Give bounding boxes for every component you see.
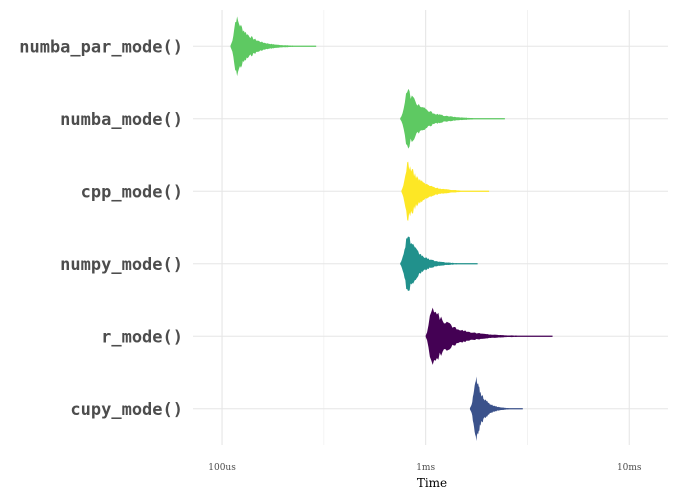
- violin-numpy-mode: [400, 236, 478, 291]
- x-tick-label: 10ms: [617, 463, 642, 473]
- y-tick-label: numpy_mode(): [60, 255, 183, 275]
- x-tick-label: 1ms: [416, 463, 435, 473]
- y-tick-label: r_mode(): [101, 327, 183, 347]
- y-tick-label: cupy_mode(): [70, 400, 183, 420]
- x-tick-label: 100us: [208, 463, 236, 473]
- violin-cpp-mode: [401, 161, 490, 221]
- violin-numba-mode: [400, 88, 505, 149]
- y-tick-label: numba_mode(): [60, 110, 183, 130]
- violin-numba-par-mode: [230, 16, 317, 77]
- grid-layer: [193, 10, 668, 445]
- violin-cupy-mode: [469, 376, 523, 441]
- x-axis-label: Time: [417, 476, 447, 490]
- violin-layer: [230, 16, 553, 441]
- violin-r-mode: [425, 307, 553, 365]
- y-tick-label: cpp_mode(): [81, 182, 183, 202]
- y-tick-label: numba_par_mode(): [19, 37, 183, 57]
- x-tick-labels: 100us 1ms 10ms: [208, 463, 642, 473]
- y-tick-labels: numba_par_mode() numba_mode() cpp_mode()nu…: [19, 37, 183, 420]
